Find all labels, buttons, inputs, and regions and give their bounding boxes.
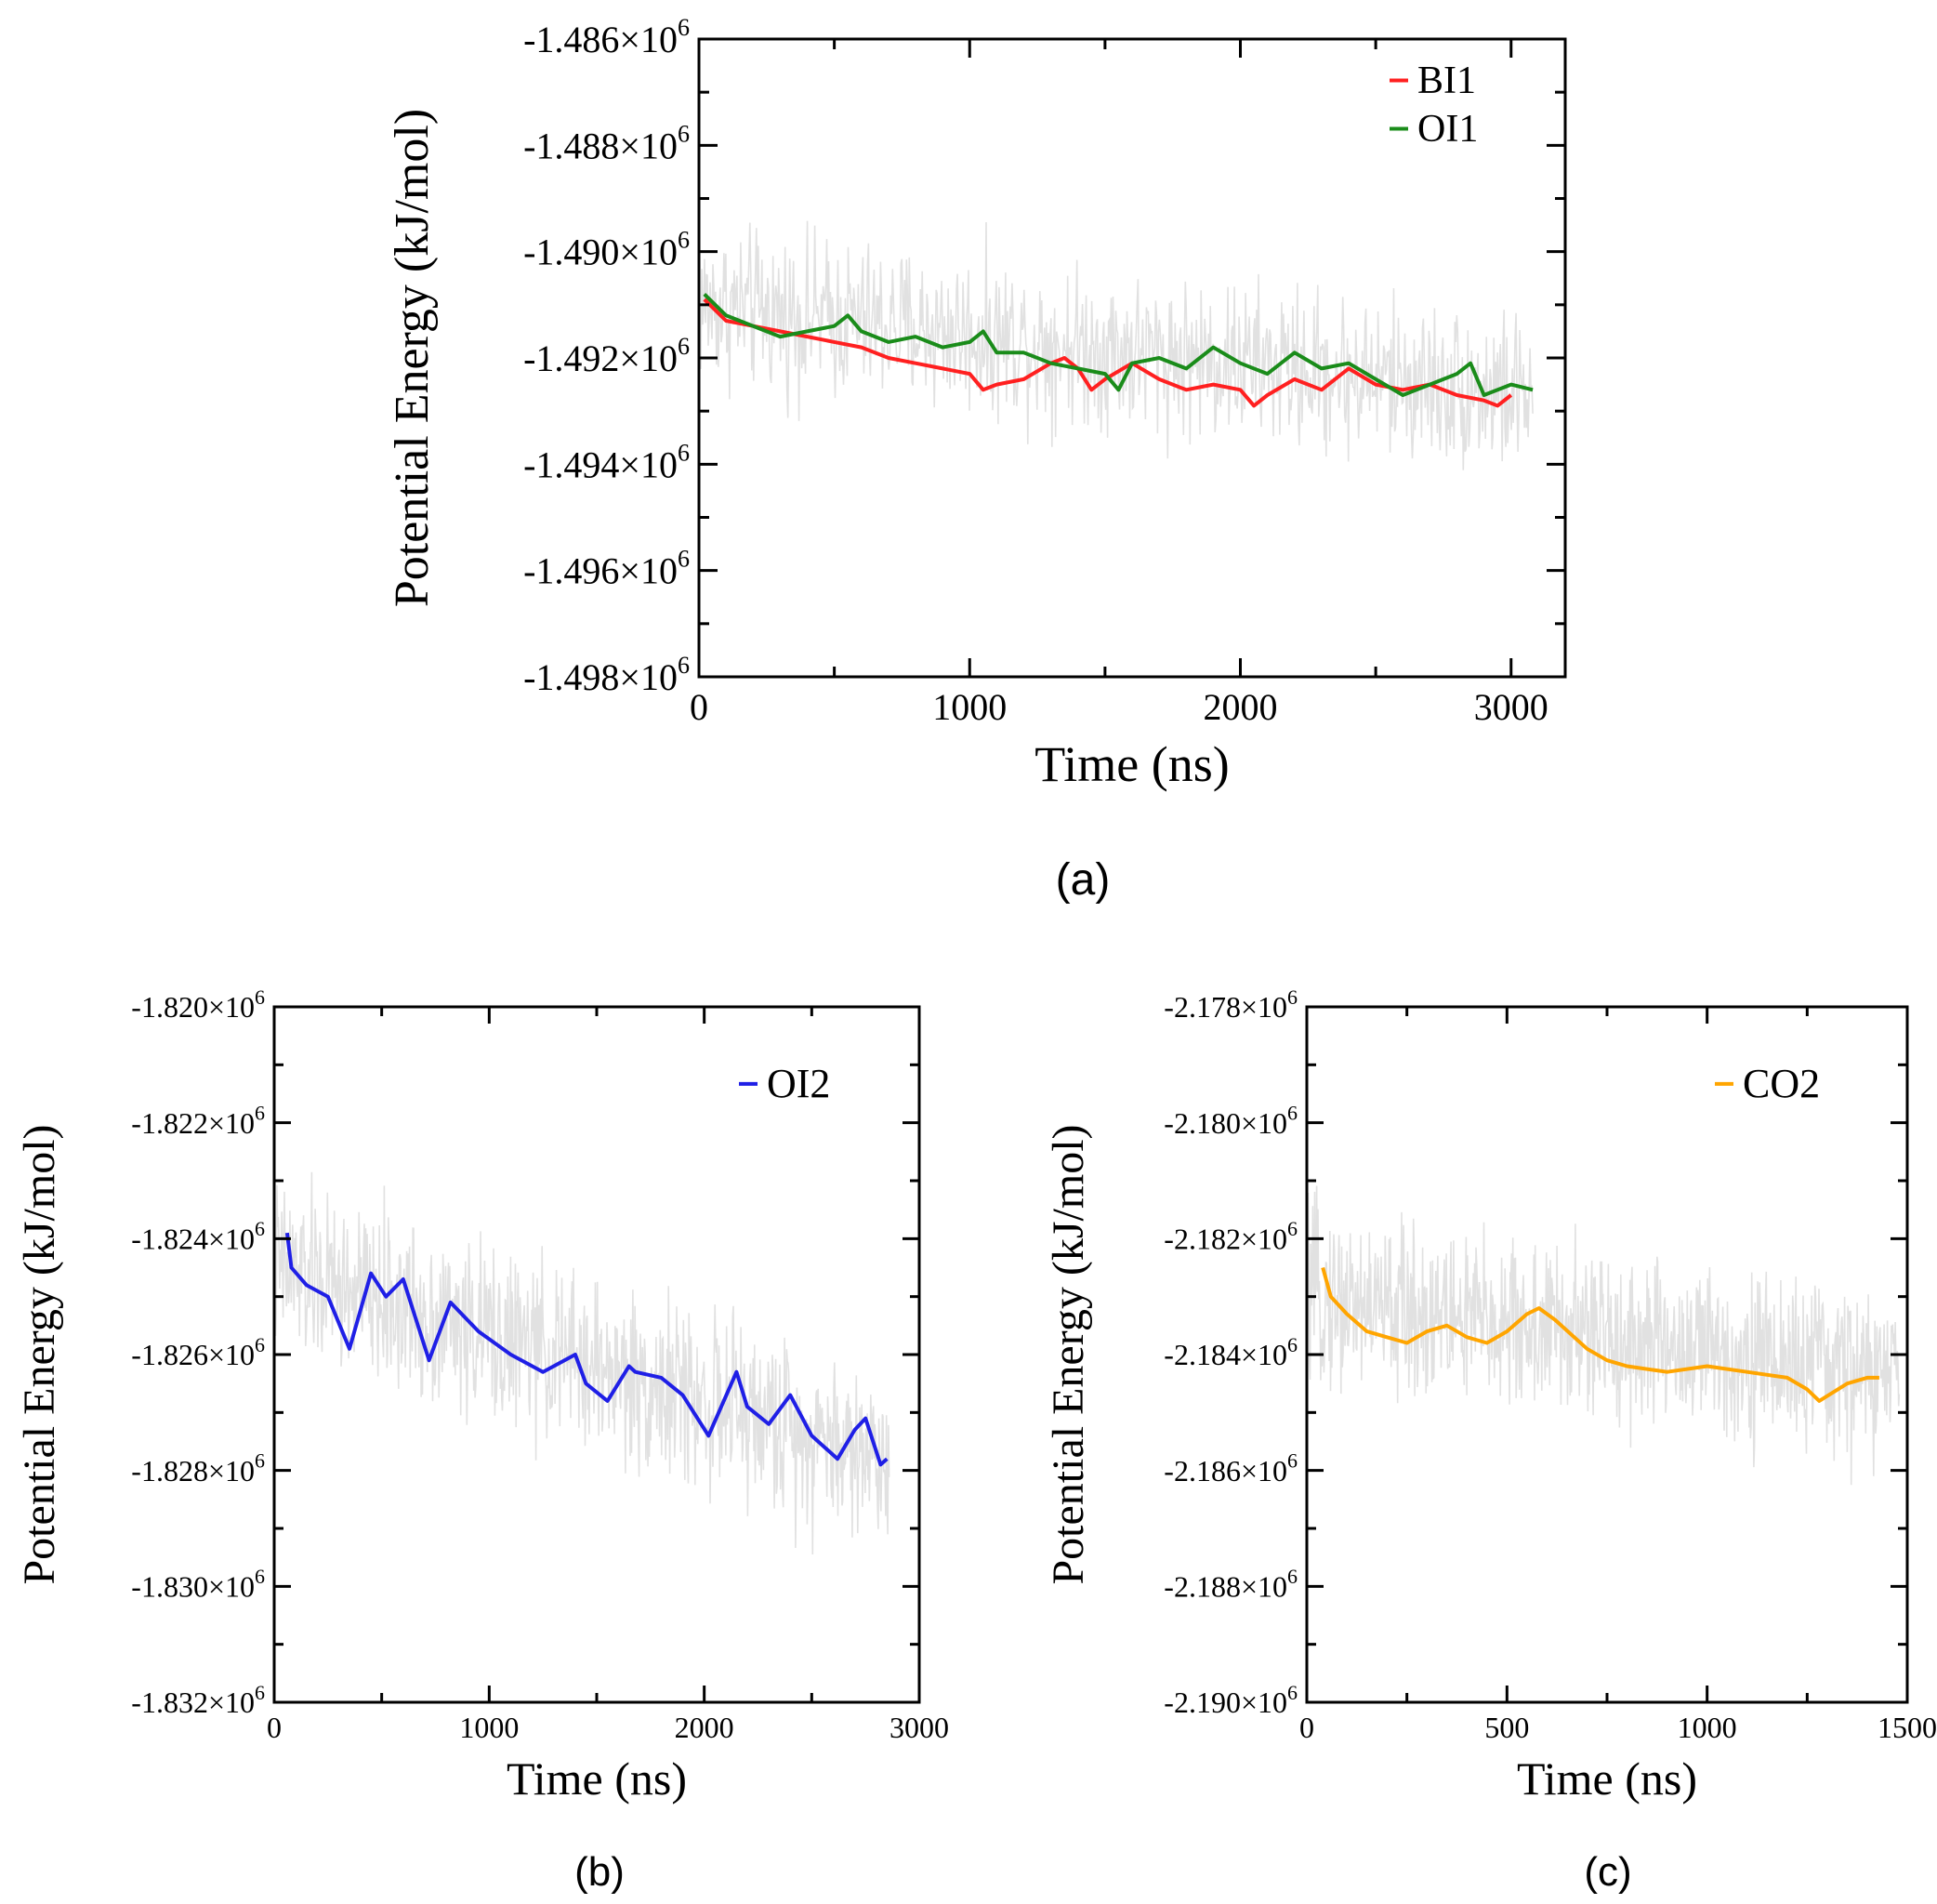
- y-tick-label: -1.820×106: [131, 985, 265, 1024]
- y-tick-label: -2.180×106: [1164, 1101, 1298, 1139]
- panel-a: 0 1000 2000 3000 -1.486×106 -1.488×106 -1.490×…: [386, 14, 1567, 905]
- panel-caption-a: (a): [1056, 855, 1111, 905]
- y-tick-label: -1.832×106: [131, 1681, 265, 1719]
- y-tick-label: -1.490×106: [523, 227, 690, 273]
- noise-band-a: [698, 220, 1534, 470]
- panel-caption-b: (b): [574, 1849, 625, 1895]
- y-tick-exponent: 6: [1287, 1101, 1298, 1124]
- panel-c: 0 500 1000 1500 -2.178×106 -2.180×106 -2.182×1…: [1044, 985, 1937, 1895]
- y-tick-exponent: 6: [255, 1333, 265, 1356]
- y-tick-label: -2.184×106: [1164, 1333, 1298, 1371]
- x-tick-label: 0: [690, 686, 708, 728]
- legend-label-CO2: CO2: [1743, 1061, 1820, 1106]
- legend-label-OI1: OI1: [1417, 108, 1478, 151]
- y-tick-exponent: 6: [678, 439, 690, 466]
- x-tick-label: 3000: [1474, 686, 1548, 728]
- y-tick-exponent: 6: [678, 333, 690, 360]
- y-tick-label: -1.488×106: [523, 120, 690, 166]
- y-tick-exponent: 6: [255, 985, 265, 1009]
- y-tick-exponent: 6: [255, 1448, 265, 1472]
- y-tick-exponent: 6: [678, 120, 690, 147]
- y-axis-label: Potential Energy (kJ/mol): [386, 109, 439, 607]
- series-line-BI1: [703, 298, 1513, 408]
- x-axis-label: Time (ns): [1517, 1752, 1697, 1805]
- y-tick-exponent: 6: [678, 227, 690, 254]
- y-tick-label: -2.186×106: [1164, 1448, 1298, 1487]
- y-tick-label: -2.190×106: [1164, 1681, 1298, 1719]
- x-tick-label: 1000: [1678, 1711, 1737, 1744]
- y-tick-exponent: 6: [678, 546, 690, 573]
- y-tick-exponent: 6: [255, 1565, 265, 1588]
- y-tick-label: -1.494×106: [523, 439, 690, 485]
- y-tick-exponent: 6: [1287, 1448, 1298, 1472]
- y-tick-exponent: 6: [678, 14, 690, 41]
- x-tick-label: 0: [267, 1711, 282, 1744]
- y-tick-exponent: 6: [255, 1101, 265, 1124]
- noise-band-b: [273, 1171, 890, 1555]
- x-tick-label: 1500: [1878, 1711, 1937, 1744]
- y-tick-label: -1.828×106: [131, 1448, 265, 1487]
- y-tick-exponent: 6: [1287, 1681, 1298, 1704]
- y-tick-exponent: 6: [1287, 1333, 1298, 1356]
- y-tick-label: -1.496×106: [523, 546, 690, 592]
- x-axis-label: Time (ns): [507, 1752, 687, 1805]
- series-line-OI1: [703, 292, 1534, 397]
- y-tick-label: -2.188×106: [1164, 1565, 1298, 1603]
- series-line-CO2: [1321, 1266, 1879, 1403]
- x-tick-label: 500: [1484, 1711, 1529, 1744]
- legend-label-BI1: BI1: [1417, 60, 1476, 102]
- y-tick-exponent: 6: [1287, 985, 1298, 1009]
- x-tick-label: 0: [1299, 1711, 1314, 1744]
- legend-label-OI2: OI2: [767, 1061, 830, 1106]
- panel-b: 0 1000 2000 3000 -1.820×106 -1.822×106 -1.824×…: [15, 985, 949, 1895]
- x-tick-label: 2000: [675, 1711, 734, 1744]
- y-axis-label: Potential Energy (kJ/mol): [1044, 1124, 1093, 1584]
- y-tick-label: -1.498×106: [523, 652, 690, 698]
- x-tick-label: 3000: [889, 1711, 949, 1744]
- panel-caption-c: (c): [1584, 1849, 1631, 1895]
- y-tick-label: -1.826×106: [131, 1333, 265, 1371]
- y-tick-label: -1.830×106: [131, 1565, 265, 1603]
- y-tick-label: -1.492×106: [523, 333, 690, 379]
- y-tick-exponent: 6: [1287, 1565, 1298, 1588]
- noise-band-c: [1306, 1185, 1901, 1486]
- y-tick-exponent: 6: [255, 1681, 265, 1704]
- y-tick-label: -1.486×106: [523, 14, 690, 60]
- x-axis-label: Time (ns): [1034, 736, 1230, 792]
- y-tick-label: -1.824×106: [131, 1217, 265, 1255]
- y-tick-label: -2.178×106: [1164, 985, 1298, 1024]
- x-tick-label: 1000: [459, 1711, 519, 1744]
- y-tick-exponent: 6: [678, 652, 690, 679]
- x-tick-label: 1000: [932, 686, 1007, 728]
- y-tick-label: -1.822×106: [131, 1101, 265, 1139]
- y-tick-label: -2.182×106: [1164, 1217, 1298, 1255]
- x-tick-label: 2000: [1204, 686, 1278, 728]
- series-line-OI2: [284, 1232, 889, 1467]
- y-axis-label: Potential Energy (kJ/mol): [15, 1124, 64, 1584]
- y-tick-exponent: 6: [1287, 1217, 1298, 1240]
- y-tick-exponent: 6: [255, 1217, 265, 1240]
